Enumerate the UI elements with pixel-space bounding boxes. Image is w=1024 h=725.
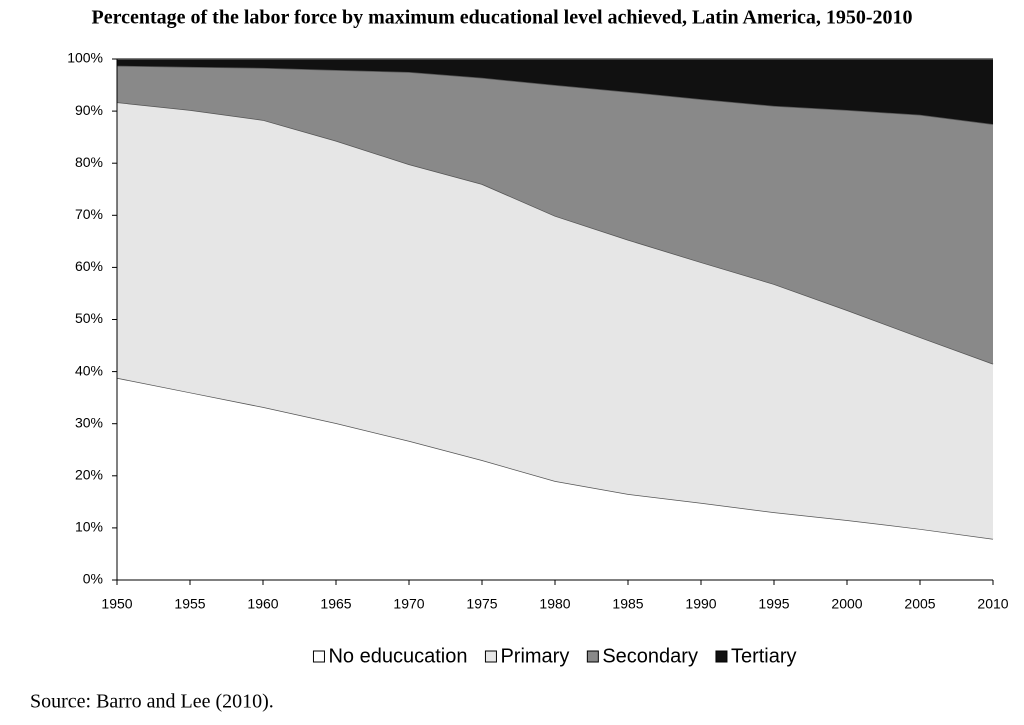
x-tick-label: 1965 xyxy=(320,596,351,612)
legend-swatch xyxy=(586,650,599,663)
area xyxy=(117,377,993,580)
x-tick-label: 1985 xyxy=(612,596,643,612)
x-tick-label: 2005 xyxy=(904,596,935,612)
y-tick-label: 0% xyxy=(83,571,103,587)
x-tick-label: 1955 xyxy=(174,596,205,612)
y-tick-label: 50% xyxy=(75,310,103,326)
x-tick-label: 1990 xyxy=(685,596,716,612)
x-tick-label: 2000 xyxy=(831,596,862,612)
x-tick-label: 1950 xyxy=(101,596,132,612)
y-tick-label: 60% xyxy=(75,258,103,274)
x-tick-label: 1980 xyxy=(539,596,570,612)
legend-label: Secondary xyxy=(602,645,698,667)
legend-swatch xyxy=(715,650,728,663)
x-tick-label: 1995 xyxy=(758,596,789,612)
y-tick-label: 100% xyxy=(67,50,103,66)
area xyxy=(117,102,993,539)
legend-label: Tertiary xyxy=(731,645,797,667)
y-tick-label: 30% xyxy=(75,414,103,430)
chart-title: Percentage of the labor force by maximum… xyxy=(92,7,913,29)
area xyxy=(117,59,993,125)
legend-swatch xyxy=(484,650,497,663)
legend: No educucation Primary Secondary Tertiary xyxy=(312,645,797,667)
y-tick-label: 20% xyxy=(75,467,103,483)
source-note: Source: Barro and Lee (2010). xyxy=(30,691,274,713)
y-tick-label: 40% xyxy=(75,362,103,378)
x-tick-label: 1960 xyxy=(247,596,278,612)
x-tick-label: 2010 xyxy=(977,596,1008,612)
legend-swatch xyxy=(312,650,325,663)
x-tick-label: 1975 xyxy=(466,596,497,612)
y-tick-label: 10% xyxy=(75,519,103,535)
y-tick-label: 90% xyxy=(75,102,103,118)
area xyxy=(117,65,993,364)
legend-label: No educucation xyxy=(328,645,467,667)
legend-label: Primary xyxy=(500,645,569,667)
y-tick-label: 80% xyxy=(75,154,103,170)
y-tick-label: 70% xyxy=(75,206,103,222)
x-tick-label: 1970 xyxy=(393,596,424,612)
